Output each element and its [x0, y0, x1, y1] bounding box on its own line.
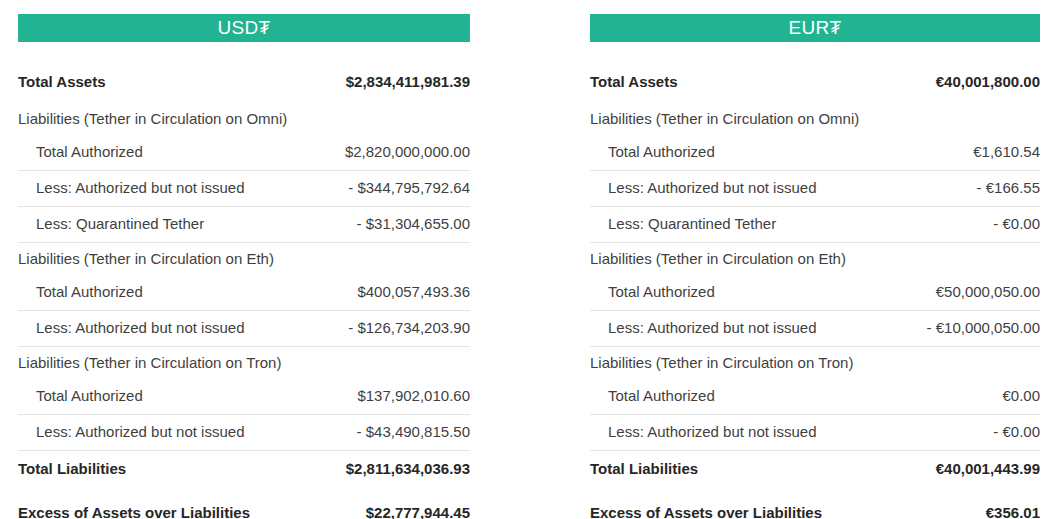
row-label: Total Authorized — [18, 282, 143, 302]
usdt-balance-table: USD₮ Total Assets $2,834,411,981.39 Liabil… — [18, 14, 470, 519]
row-label: Total Authorized — [18, 142, 143, 162]
row-value: $137,902,010.60 — [357, 386, 470, 406]
row-label: Total Liabilities — [590, 459, 698, 479]
row-value: - €0.00 — [993, 214, 1040, 234]
row-value: $22,777,944.45 — [366, 503, 470, 519]
row-value: €50,000,050.00 — [936, 282, 1040, 302]
row-label: Liabilities (Tether in Circulation on Om… — [590, 109, 859, 129]
table-row-item: Total Authorized €50,000,050.00 — [590, 275, 1040, 311]
table-row-item: Total Authorized €1,610.54 — [590, 135, 1040, 171]
row-label: Total Authorized — [590, 386, 715, 406]
table-row-item: Less: Authorized but not issued - $344,79… — [18, 171, 470, 207]
row-value: €40,001,800.00 — [936, 72, 1040, 92]
row-value: €1,610.54 — [973, 142, 1040, 162]
table-row-section: Liabilities (Tether in Circulation on Tr… — [590, 347, 1040, 379]
row-label: Liabilities (Tether in Circulation on Tr… — [18, 353, 281, 373]
table-row-total: Excess of Assets over Liabilities $22,777… — [18, 495, 470, 519]
row-value: - $31,304,655.00 — [357, 214, 470, 234]
row-value: - $126,734,203.90 — [348, 318, 470, 338]
table-row-item: Less: Authorized but not issued - $126,73… — [18, 311, 470, 347]
row-label: Total Authorized — [590, 142, 715, 162]
usdt-table-header: USD₮ — [18, 14, 470, 42]
row-value: $2,820,000,000.00 — [345, 142, 470, 162]
table-row-section: Liabilities (Tether in Circulation on Om… — [590, 103, 1040, 135]
table-row-item: Less: Authorized but not issued - €10,000… — [590, 311, 1040, 347]
row-label: Less: Authorized but not issued — [18, 178, 244, 198]
row-label: Less: Authorized but not issued — [590, 318, 816, 338]
row-label: Liabilities (Tether in Circulation on Et… — [590, 249, 846, 269]
table-row-section: Liabilities (Tether in Circulation on Et… — [590, 243, 1040, 275]
row-label: Less: Quarantined Tether — [18, 214, 204, 234]
row-label: Liabilities (Tether in Circulation on Om… — [18, 109, 287, 129]
row-value: $2,834,411,981.39 — [346, 72, 470, 92]
eurt-table-rows: Total Assets €40,001,800.00 Liabilities (T… — [590, 64, 1040, 519]
table-row-item: Total Authorized $2,820,000,000.00 — [18, 135, 470, 171]
table-row-section: Liabilities (Tether in Circulation on Et… — [18, 243, 470, 275]
table-row-item: Total Authorized $400,057,493.36 — [18, 275, 470, 311]
table-row-section: Liabilities (Tether in Circulation on Om… — [18, 103, 470, 135]
row-value: €356.01 — [986, 503, 1040, 519]
row-value: €40,001,443.99 — [936, 459, 1040, 479]
row-label: Less: Authorized but not issued — [18, 422, 244, 442]
table-row-total: Total Liabilities €40,001,443.99 — [590, 451, 1040, 488]
row-label: Less: Authorized but not issued — [18, 318, 244, 338]
row-label: Less: Authorized but not issued — [590, 422, 816, 442]
row-value: - €10,000,050.00 — [927, 318, 1040, 338]
table-row-item: Less: Authorized but not issued - €166.55 — [590, 171, 1040, 207]
table-row-section: Liabilities (Tether in Circulation on Tr… — [18, 347, 470, 379]
row-value: - €166.55 — [977, 178, 1040, 198]
row-value: - €0.00 — [993, 422, 1040, 442]
row-label: Total Assets — [18, 72, 106, 92]
row-label: Total Liabilities — [18, 459, 126, 479]
eurt-table-header: EUR₮ — [590, 14, 1040, 42]
row-label: Total Assets — [590, 72, 678, 92]
table-row-total: Total Assets €40,001,800.00 — [590, 64, 1040, 103]
row-value: - $43,490,815.50 — [357, 422, 470, 442]
row-label: Less: Authorized but not issued — [590, 178, 816, 198]
usdt-table-title: USD₮ — [218, 17, 271, 39]
row-label: Excess of Assets over Liabilities — [18, 503, 250, 519]
usdt-table-rows: Total Assets $2,834,411,981.39 Liabilities… — [18, 64, 470, 519]
row-label: Liabilities (Tether in Circulation on Tr… — [590, 353, 853, 373]
transparency-page: USD₮ Total Assets $2,834,411,981.39 Liabil… — [0, 0, 1060, 519]
table-row-total: Total Liabilities $2,811,634,036.93 — [18, 451, 470, 488]
row-value: €0.00 — [1002, 386, 1040, 406]
table-row-item: Less: Quarantined Tether - €0.00 — [590, 207, 1040, 243]
eurt-table-title: EUR₮ — [789, 17, 842, 39]
table-row-item: Less: Authorized but not issued - $43,490… — [18, 415, 470, 451]
table-row-total: Excess of Assets over Liabilities €356.01 — [590, 495, 1040, 519]
row-label: Total Authorized — [590, 282, 715, 302]
table-row-total: Total Assets $2,834,411,981.39 — [18, 64, 470, 103]
row-label: Excess of Assets over Liabilities — [590, 503, 822, 519]
row-value: $400,057,493.36 — [357, 282, 470, 302]
table-row-item: Less: Quarantined Tether - $31,304,655.00 — [18, 207, 470, 243]
row-label: Less: Quarantined Tether — [590, 214, 776, 234]
table-row-item: Less: Authorized but not issued - €0.00 — [590, 415, 1040, 451]
row-label: Liabilities (Tether in Circulation on Et… — [18, 249, 274, 269]
eurt-balance-table: EUR₮ Total Assets €40,001,800.00 Liabiliti… — [590, 14, 1040, 519]
row-label: Total Authorized — [18, 386, 143, 406]
table-row-item: Total Authorized €0.00 — [590, 379, 1040, 415]
row-value: - $344,795,792.64 — [348, 178, 470, 198]
row-value: $2,811,634,036.93 — [346, 459, 470, 479]
table-row-item: Total Authorized $137,902,010.60 — [18, 379, 470, 415]
